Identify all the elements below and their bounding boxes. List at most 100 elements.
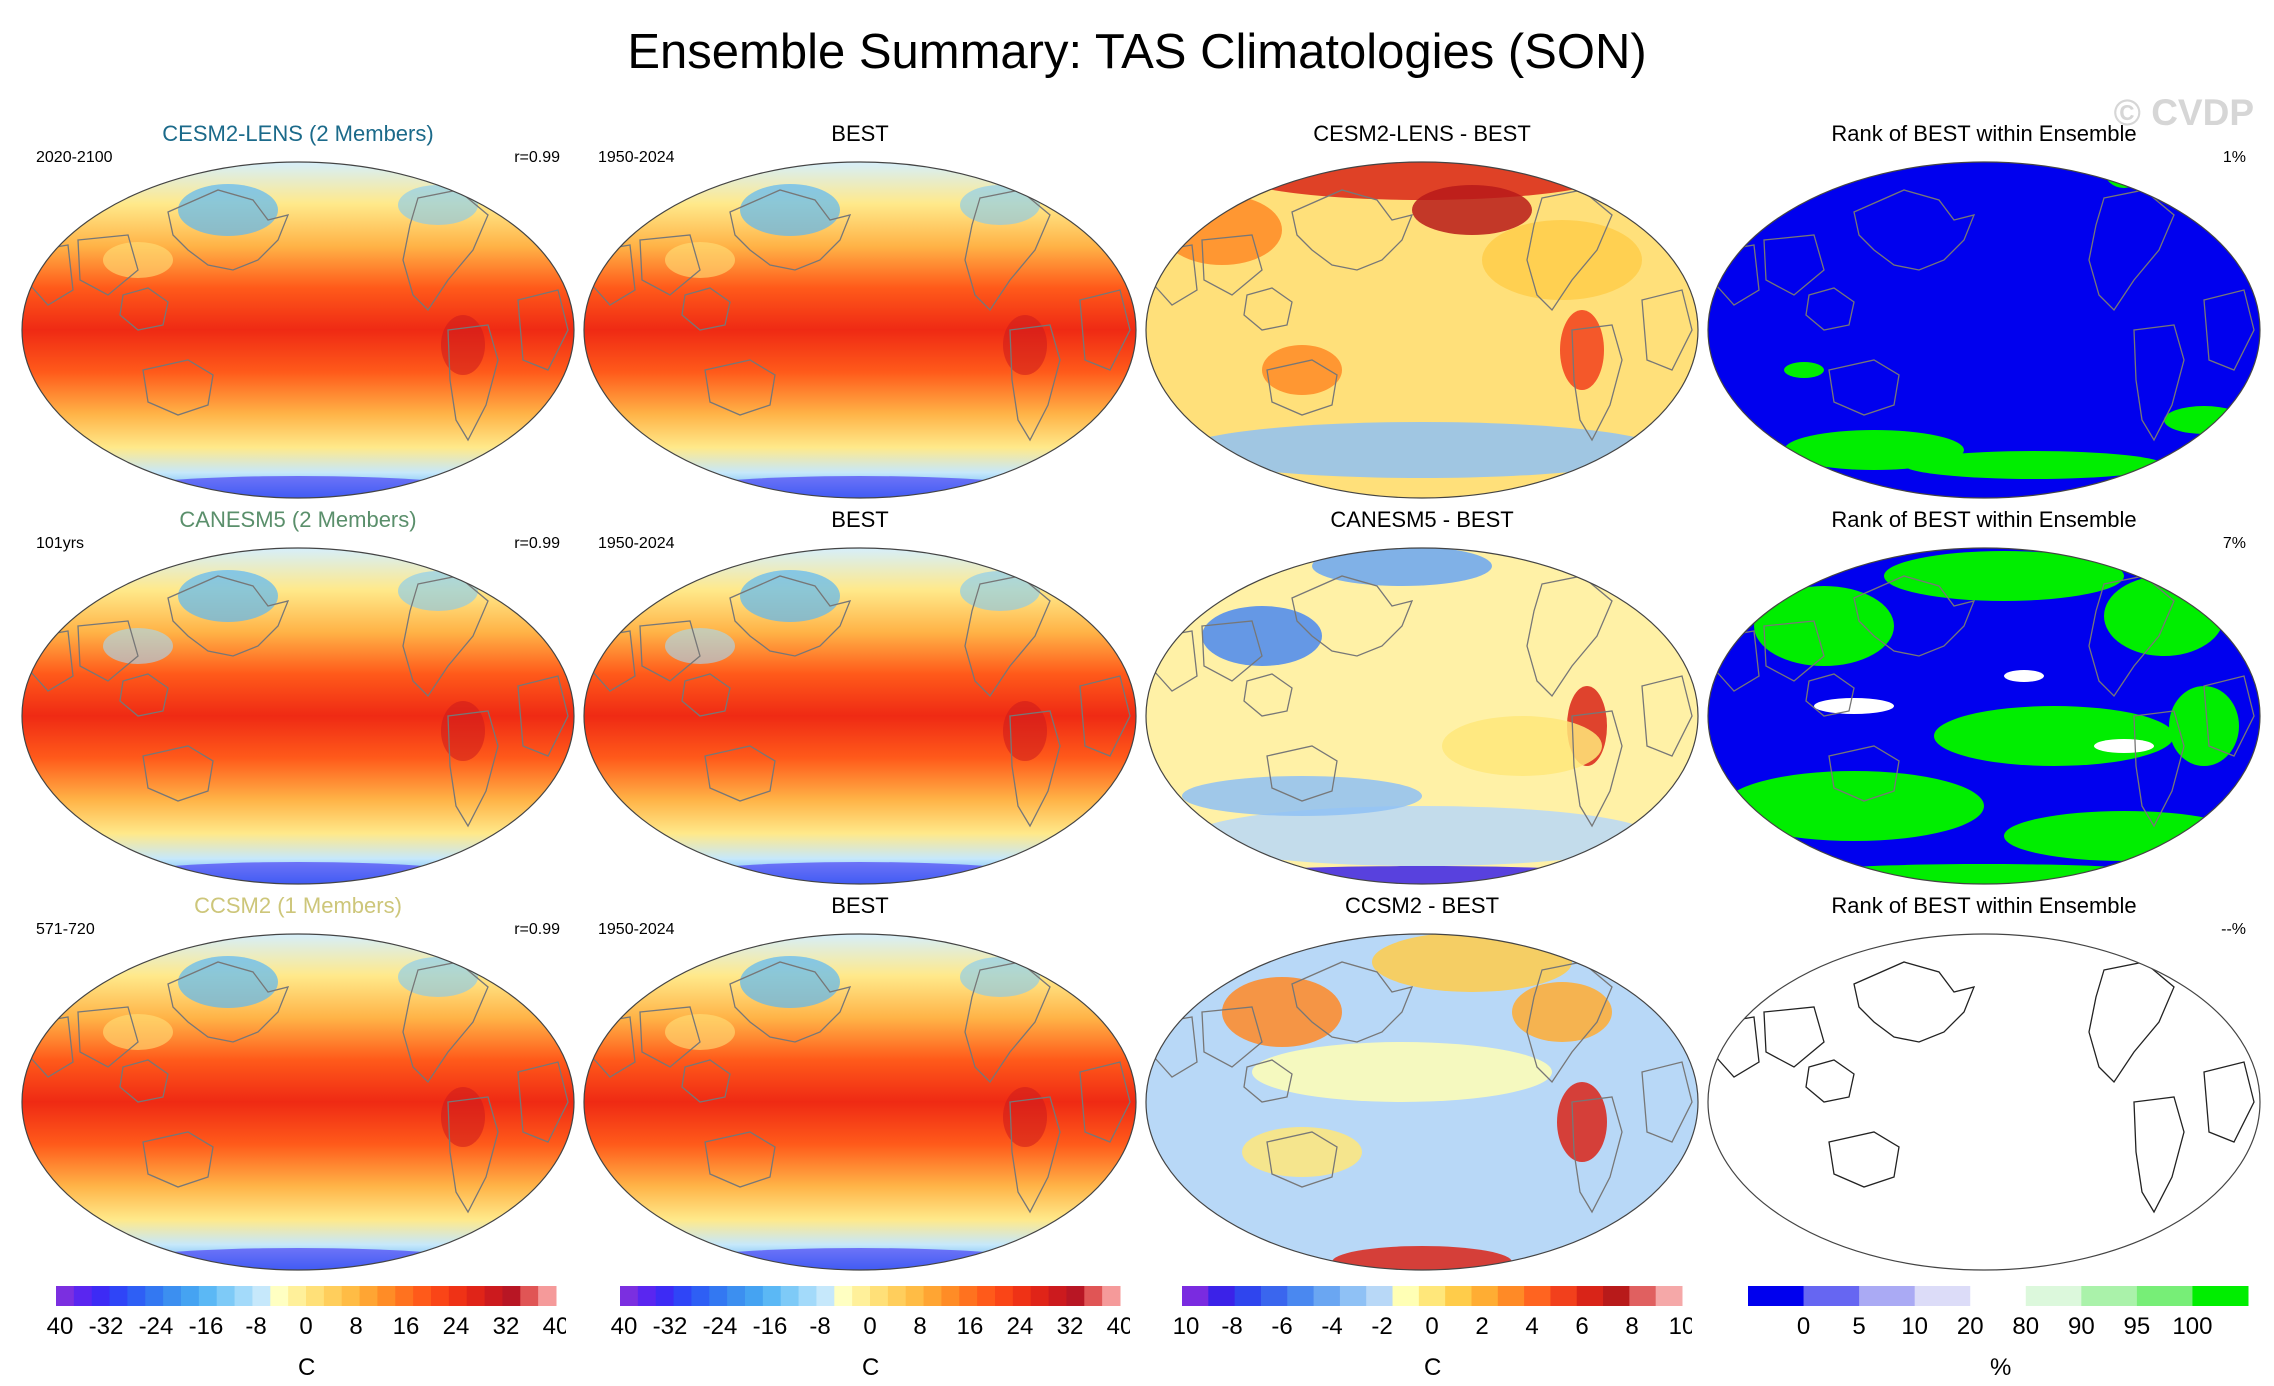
panel-rank-percent: 1%	[2222, 149, 2246, 166]
colorbar-tick-label: 10	[1901, 1313, 1928, 1340]
colorbar-tick-label: -8	[245, 1313, 266, 1340]
map-panel-r1-rank: Rank of BEST within Ensemble 1%	[1704, 120, 2264, 506]
colorbar-swatch	[1182, 1286, 1209, 1306]
map-rank-r2	[1707, 547, 2261, 885]
colorbar-tick-label: -16	[753, 1313, 788, 1340]
colorbar-tick-label: -16	[189, 1313, 224, 1340]
colorbar-swatch	[73, 1286, 93, 1306]
map-rank-r3	[1707, 933, 2261, 1271]
colorbar-swatch	[834, 1286, 853, 1306]
colorbar-swatch	[502, 1286, 521, 1306]
colorbar-tick-label: -32	[89, 1313, 124, 1340]
panel-title: BEST	[831, 893, 889, 918]
globe-outline	[1707, 933, 2261, 1271]
colorbar-4: 0 5 10 20 80 90 95 100%	[1738, 1282, 2258, 1382]
colorbar-swatch	[1655, 1286, 1683, 1306]
colorbar-tick-label: -4	[1321, 1313, 1342, 1340]
globe-outline	[21, 547, 575, 885]
map-model-r2	[21, 547, 575, 885]
colorbar-swatches: -10 -8 -6 -4 -2 0 2 4 6 8 10	[1172, 1286, 1692, 1340]
colorbar-swatch	[1803, 1286, 1860, 1306]
colorbar-tick-label: 8	[913, 1313, 926, 1340]
colorbar-swatch	[538, 1286, 557, 1306]
colorbar-swatch	[1339, 1286, 1367, 1306]
globe-outline	[1145, 547, 1699, 885]
colorbar-swatch	[905, 1286, 925, 1306]
colorbar-tick-label: 10	[1669, 1313, 1692, 1340]
colorbar-swatch	[1524, 1286, 1551, 1306]
colorbar-swatch	[1603, 1286, 1630, 1306]
colorbar-swatch	[1471, 1286, 1499, 1306]
map-panel-r1-obs: BEST 1950-2024	[580, 120, 1140, 506]
panel-rank-percent: --%	[2221, 921, 2246, 938]
colorbar-swatch	[673, 1286, 692, 1306]
map-panel-r3-model: CCSM2 (1 Members) 571-720 r=0.99	[18, 892, 578, 1278]
panel-period: 101yrs	[36, 535, 85, 552]
map-panel-r2-model: CANESM5 (2 Members) 101yrs r=0.99	[18, 506, 578, 892]
panel-period: 1950-2024	[598, 149, 675, 166]
colorbar-swatch	[1748, 1286, 1805, 1306]
colorbar-swatch	[1418, 1286, 1446, 1306]
colorbar-swatch	[1576, 1286, 1604, 1306]
colorbar-tick-label: 24	[443, 1313, 470, 1340]
colorbar-tick-label: 16	[393, 1313, 420, 1340]
map-panel-r3-rank: Rank of BEST within Ensemble --%	[1704, 892, 2264, 1278]
colorbar-tick-label: -8	[809, 1313, 830, 1340]
colorbar-swatch	[1234, 1286, 1262, 1306]
colorbar-swatch	[923, 1286, 942, 1306]
colorbar-swatch	[941, 1286, 960, 1306]
colorbar-swatch	[323, 1286, 343, 1306]
colorbar-swatch	[56, 1286, 75, 1306]
colorbar-swatch	[745, 1286, 764, 1306]
panel-correlation: r=0.99	[514, 149, 560, 166]
colorbar-swatch	[484, 1286, 503, 1306]
figure-title: Ensemble Summary: TAS Climatologies (SON…	[627, 25, 1647, 79]
panel-title: CANESM5 - BEST	[1330, 507, 1514, 532]
map-panel-r1-model: CESM2-LENS (2 Members) 2020-2100 r=0.99	[18, 120, 578, 506]
colorbar-swatch	[252, 1286, 271, 1306]
colorbar-tick-label: 0	[299, 1313, 312, 1340]
colorbar-tick-label: -24	[139, 1313, 174, 1340]
colorbar-swatch	[727, 1286, 746, 1306]
colorbar-swatch	[1392, 1286, 1420, 1306]
colorbar-tick-label: 0	[1425, 1313, 1438, 1340]
globe-outline	[21, 933, 575, 1271]
colorbar-swatch	[181, 1286, 200, 1306]
colorbar-swatch	[413, 1286, 432, 1306]
colorbar-swatch	[887, 1286, 907, 1306]
colorbar-3: -10 -8 -6 -4 -2 0 2 4 6 8 10 C	[1172, 1282, 1692, 1382]
colorbar-swatch	[1859, 1286, 1916, 1306]
colorbar-swatch	[1084, 1286, 1103, 1306]
colorbar-swatch	[270, 1286, 289, 1306]
colorbar-tick-label: 8	[1625, 1313, 1638, 1340]
colorbar-units: C	[1424, 1354, 1442, 1381]
globe-outline	[1145, 933, 1699, 1271]
colorbar-swatch	[1970, 1286, 2027, 1306]
colorbar-swatch	[620, 1286, 639, 1306]
colorbar-swatch	[691, 1286, 710, 1306]
panel-title: BEST	[831, 507, 889, 532]
globe-outline	[583, 933, 1137, 1271]
colorbar-swatch	[637, 1286, 657, 1306]
colorbar-units: %	[1990, 1354, 2012, 1381]
panel-title: Rank of BEST within Ensemble	[1831, 893, 2137, 918]
colorbar-units: C	[298, 1354, 316, 1381]
copyright-watermark: © CVDP	[2113, 92, 2254, 133]
panel-title: Rank of BEST within Ensemble	[1831, 121, 2137, 146]
colorbar-tick-label: 16	[957, 1313, 984, 1340]
colorbar-swatch	[288, 1286, 307, 1306]
colorbar-swatch	[1260, 1286, 1288, 1306]
colorbar-tick-label: 5	[1852, 1313, 1865, 1340]
map-panel-r1-diff: CESM2-LENS - BEST	[1142, 120, 1702, 506]
colorbar-tick-label: -10	[1172, 1313, 1199, 1340]
colorbar-swatches: -40 -32 -24 -16 -8 0 8 16 24 32 40	[610, 1286, 1130, 1340]
colorbar-swatch	[2081, 1286, 2138, 1306]
map-panel-r2-obs: BEST 1950-2024	[580, 506, 1140, 892]
colorbar-swatch	[198, 1286, 218, 1306]
colorbar-swatch	[780, 1286, 800, 1306]
map-obs-r1	[583, 161, 1137, 499]
colorbar-swatch	[655, 1286, 675, 1306]
colorbar-swatch	[995, 1286, 1014, 1306]
colorbar-swatch	[1366, 1286, 1394, 1306]
colorbar-swatch	[448, 1286, 468, 1306]
